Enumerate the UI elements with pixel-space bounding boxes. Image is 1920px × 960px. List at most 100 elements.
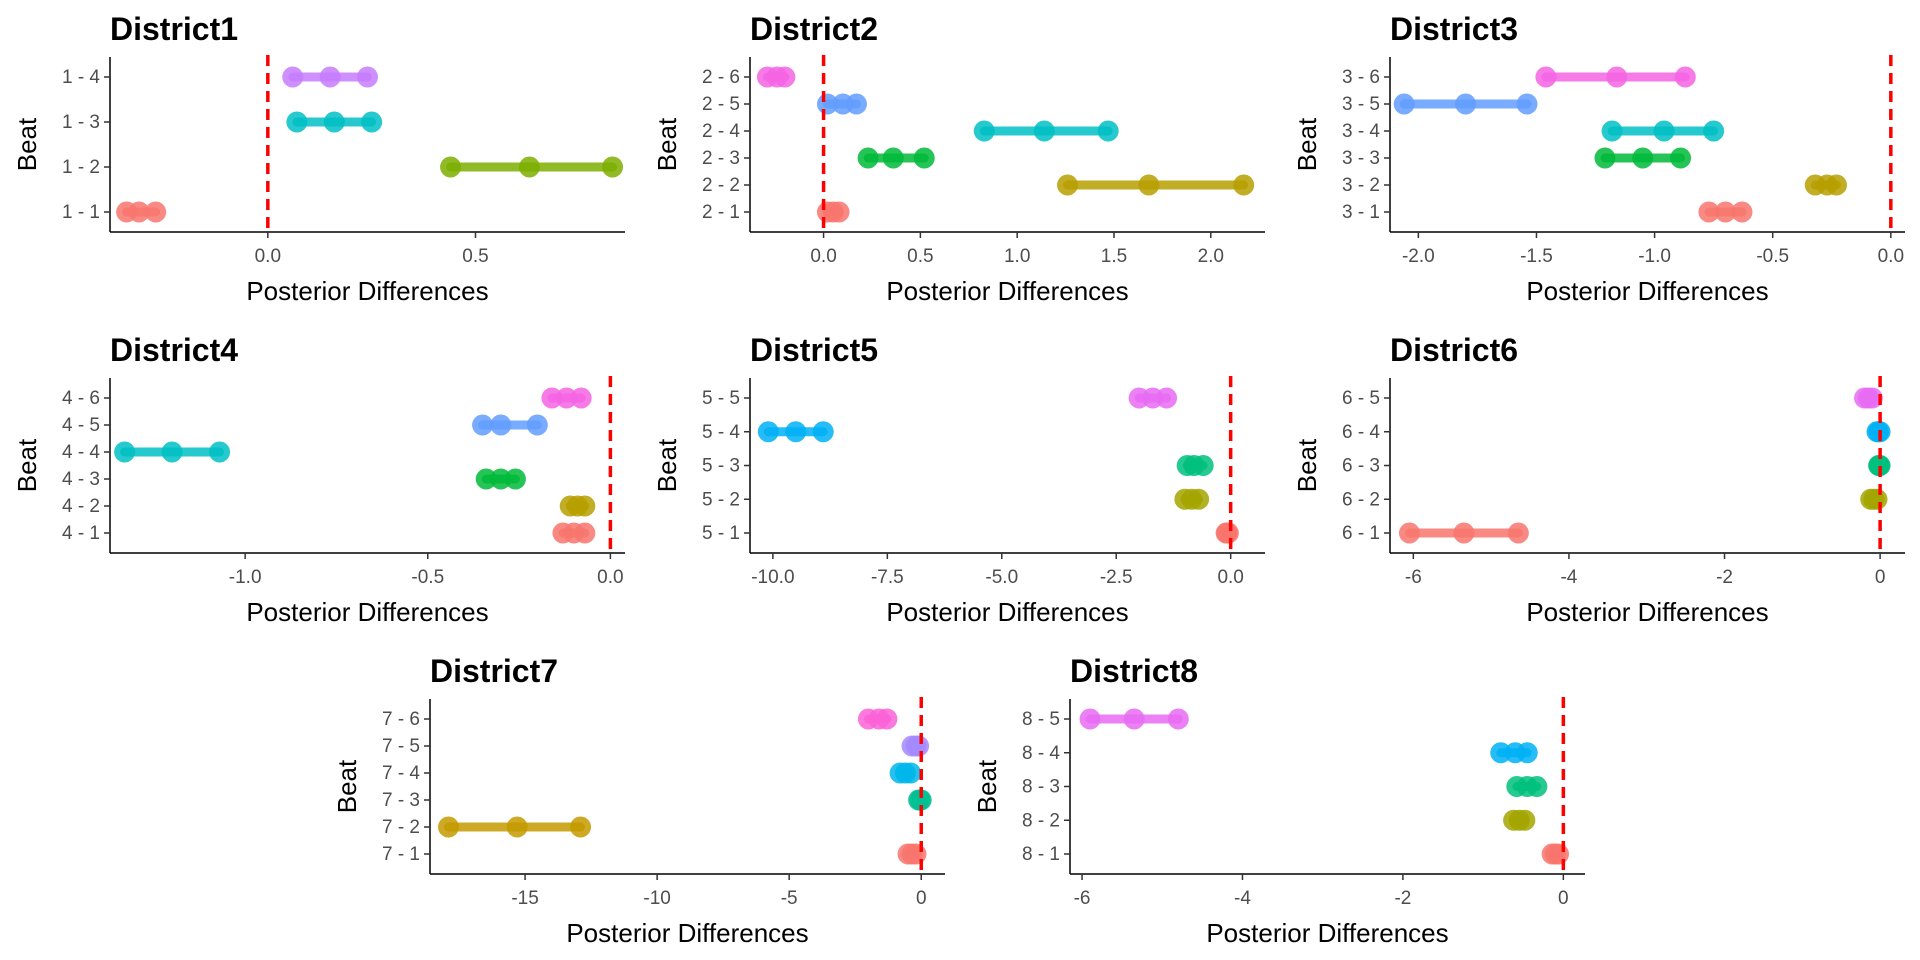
y-tick-label: 6 - 3: [1342, 456, 1380, 477]
panel-district7: District7 7 - 1 7 - 2 7 - 3 7 - 4 7 - 5 7 - 6 -…: [332, 653, 945, 948]
x-tick-label: -2.0: [1402, 246, 1435, 267]
panel-district3: District3 3 - 1 3 - 2 3 - 3 3 - 4 3 - 5 3 - 6 -…: [1292, 11, 1905, 306]
interval-mid-point: [506, 816, 528, 838]
interval-high-point: [574, 522, 596, 544]
y-tick-label: 7 - 3: [382, 790, 420, 811]
x-tick-label: -6: [1405, 567, 1422, 588]
interval-mid-point: [1632, 147, 1654, 169]
interval-high-point: [1516, 93, 1538, 115]
interval-high-point: [602, 156, 624, 178]
panel-title: District1: [110, 11, 238, 47]
interval-high-point: [828, 201, 850, 223]
y-axis-title: Beat: [12, 438, 42, 492]
interval-low-point: [472, 414, 494, 436]
y-tick-label: 7 - 5: [382, 736, 420, 757]
x-tick-label: -0.5: [1756, 246, 1789, 267]
x-tick-label: 0.0: [810, 246, 836, 267]
interval-mid-point: [1714, 201, 1736, 223]
x-tick-label: -10.0: [751, 567, 794, 588]
interval-high-point: [570, 387, 592, 409]
interval-high-point: [570, 816, 592, 838]
interval-mid-point: [161, 441, 183, 463]
interval-low-point: [973, 120, 995, 142]
x-axis-title: Posterior Differences: [1206, 918, 1448, 948]
panel-title: District4: [110, 332, 238, 368]
interval-high-point: [1097, 120, 1119, 142]
x-tick-label: 2.0: [1198, 246, 1224, 267]
y-tick-label: 4 - 5: [62, 415, 100, 436]
y-tick-label: 3 - 3: [1342, 148, 1380, 169]
interval-low-point: [1490, 742, 1512, 764]
y-tick-label: 8 - 3: [1022, 777, 1060, 798]
interval-mid-point: [1138, 174, 1160, 196]
x-tick-label: 0.0: [597, 567, 623, 588]
x-tick-label: -10: [643, 888, 670, 909]
interval-high-point: [1217, 522, 1239, 544]
x-tick-label: -2: [1716, 567, 1733, 588]
interval-high-point: [1869, 455, 1891, 476]
y-tick-label: 3 - 2: [1342, 175, 1380, 196]
interval-mid-point: [882, 147, 904, 169]
interval-high-point: [774, 66, 796, 88]
interval-high-point: [357, 66, 378, 88]
interval-high-point: [1514, 809, 1536, 831]
x-tick-label: -2: [1394, 888, 1411, 909]
y-axis-title: Beat: [652, 117, 682, 171]
x-axis-title: Posterior Differences: [246, 276, 488, 306]
interval-low-point: [1594, 147, 1616, 169]
interval-mid-point: [1033, 120, 1055, 142]
interval-high-point: [845, 93, 867, 115]
interval-high-point: [1167, 708, 1189, 730]
interval-high-point: [1548, 843, 1570, 865]
y-tick-label: 3 - 6: [1342, 67, 1380, 88]
interval-low-point: [114, 441, 136, 463]
x-tick-label: 0.5: [907, 246, 933, 267]
y-tick-label: 2 - 5: [702, 94, 740, 115]
panel-district8: District8 8 - 1 8 - 2 8 - 3 8 - 4 8 - 5 -6 -4 -2…: [972, 653, 1585, 948]
panel-district4: District4 4 - 1 4 - 2 4 - 3 4 - 4 4 - 5 4 - 6 -…: [12, 332, 625, 627]
interval-mid-point: [490, 414, 512, 436]
x-tick-label: -4: [1560, 567, 1577, 588]
y-tick-label: 7 - 2: [382, 817, 420, 838]
x-tick-label: 0: [916, 888, 927, 909]
y-tick-label: 5 - 1: [702, 523, 740, 544]
interval-mid-point: [319, 66, 341, 88]
interval-mid-point: [1455, 93, 1477, 115]
y-tick-label: 2 - 3: [702, 148, 740, 169]
y-tick-label: 4 - 3: [62, 469, 100, 490]
interval-mid-point: [128, 201, 150, 223]
x-tick-label: 0.0: [255, 246, 281, 267]
x-tick-label: 1.5: [1101, 246, 1127, 267]
y-tick-label: 5 - 2: [702, 489, 740, 510]
interval-high-point: [1731, 201, 1753, 223]
interval-high-point: [1670, 147, 1692, 169]
panel-district2: District2 2 - 1 2 - 2 2 - 3 2 - 4 2 - 5 2 - 6 0…: [652, 11, 1265, 306]
x-tick-label: 1.0: [1004, 246, 1030, 267]
interval-high-point: [1866, 488, 1888, 510]
interval-high-point: [908, 735, 930, 757]
interval-high-point: [1861, 387, 1883, 409]
x-tick-label: -15: [511, 888, 538, 909]
interval-low-point: [1079, 708, 1101, 730]
y-tick-label: 4 - 4: [62, 442, 100, 463]
y-tick-label: 5 - 4: [702, 422, 740, 443]
interval-mid-point: [1606, 66, 1628, 88]
y-tick-label: 4 - 6: [62, 388, 100, 409]
x-tick-label: 0.0: [1217, 567, 1243, 588]
y-tick-label: 2 - 1: [702, 202, 740, 223]
interval-low-point: [1601, 120, 1623, 142]
interval-high-point: [1674, 66, 1696, 88]
interval-high-point: [504, 468, 526, 490]
interval-high-point: [900, 762, 922, 784]
y-tick-label: 4 - 2: [62, 496, 100, 517]
y-tick-label: 7 - 6: [382, 709, 420, 730]
y-axis-title: Beat: [972, 759, 1002, 813]
interval-high-point: [913, 147, 935, 169]
x-axis-title: Posterior Differences: [886, 597, 1128, 627]
x-tick-label: -4: [1234, 888, 1251, 909]
interval-high-point: [812, 421, 834, 443]
interval-low-point: [1057, 174, 1079, 196]
interval-low-point: [1398, 522, 1420, 544]
interval-high-point: [1233, 174, 1255, 196]
interval-high-point: [1156, 387, 1178, 409]
